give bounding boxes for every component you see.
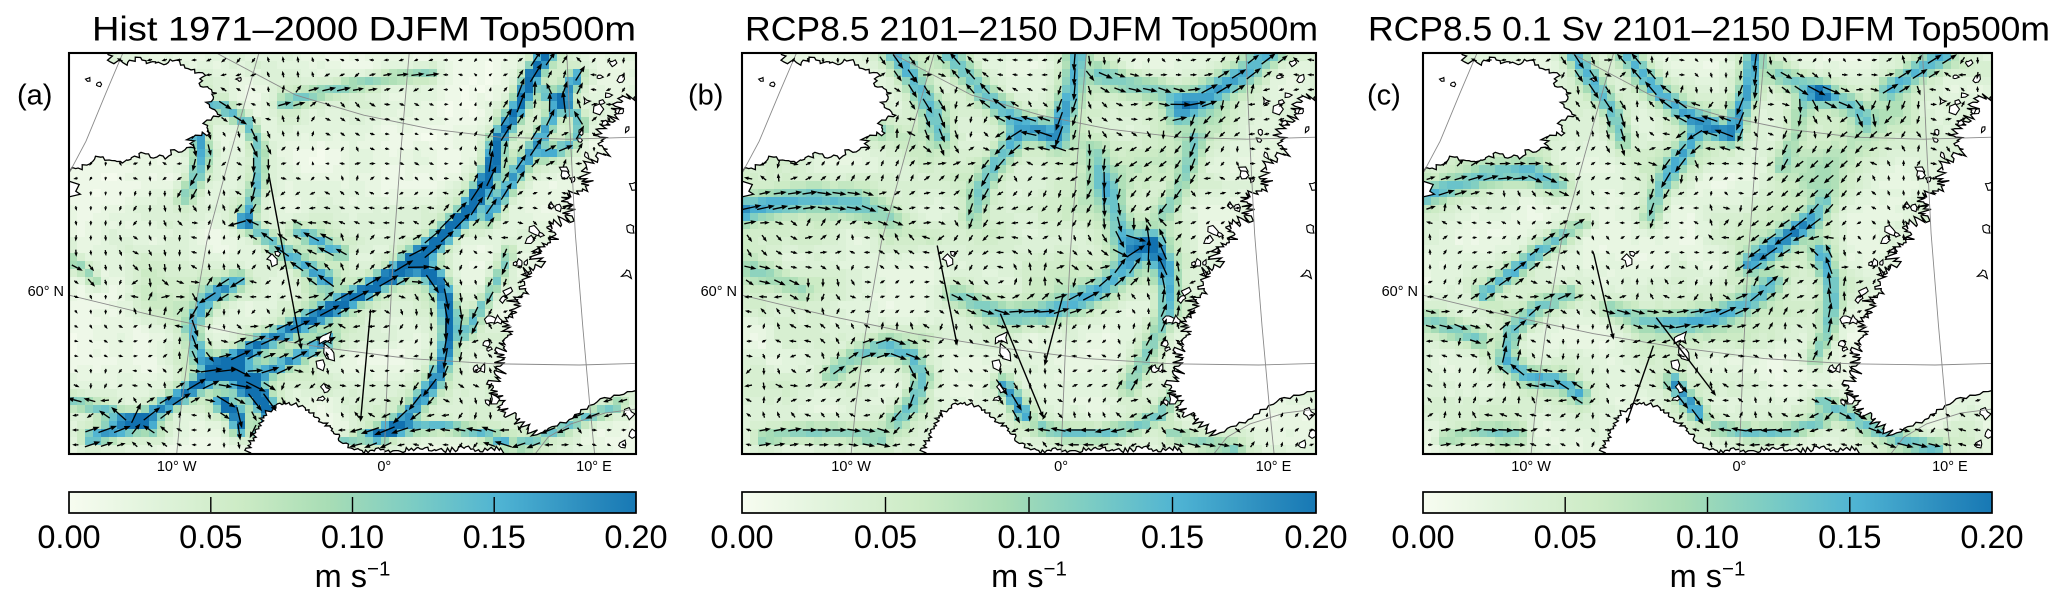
svg-text:10° W: 10° W (157, 459, 197, 475)
svg-text:0.15: 0.15 (463, 519, 526, 555)
svg-text:(a): (a) (17, 80, 52, 112)
svg-text:Hist 1971–2000 DJFM Top500m: Hist 1971–2000 DJFM Top500m (92, 11, 636, 49)
svg-text:60° N: 60° N (1382, 284, 1418, 300)
svg-text:10° E: 10° E (1256, 459, 1292, 475)
svg-text:60° N: 60° N (28, 284, 64, 300)
svg-text:60° N: 60° N (701, 284, 737, 300)
svg-text:(c): (c) (1367, 80, 1401, 112)
svg-text:0.10: 0.10 (321, 519, 384, 555)
svg-text:0.15: 0.15 (1141, 519, 1204, 555)
svg-text:0°: 0° (1054, 459, 1068, 475)
svg-text:10° W: 10° W (831, 459, 871, 475)
svg-text:0.20: 0.20 (1284, 519, 1347, 555)
svg-text:0.20: 0.20 (1960, 519, 2023, 555)
svg-text:0.05: 0.05 (1534, 519, 1597, 555)
svg-text:0.20: 0.20 (604, 519, 667, 555)
svg-text:0.05: 0.05 (854, 519, 917, 555)
svg-text:0.00: 0.00 (37, 519, 100, 555)
svg-text:0.00: 0.00 (710, 519, 773, 555)
svg-text:0.10: 0.10 (997, 519, 1060, 555)
svg-text:(b): (b) (688, 80, 723, 112)
svg-text:RCP8.5 0.1 Sv 2101–2150 DJFM T: RCP8.5 0.1 Sv 2101–2150 DJFM Top500m (1368, 11, 2050, 49)
svg-text:0.10: 0.10 (1676, 519, 1739, 555)
svg-text:m s−1: m s−1 (1670, 558, 1746, 595)
svg-text:RCP8.5 2101–2150 DJFM Top500m: RCP8.5 2101–2150 DJFM Top500m (745, 11, 1318, 49)
svg-text:0.15: 0.15 (1818, 519, 1881, 555)
svg-text:0.00: 0.00 (1391, 519, 1454, 555)
svg-text:0°: 0° (1732, 459, 1746, 475)
svg-text:10° W: 10° W (1511, 459, 1551, 475)
svg-text:10° E: 10° E (1932, 459, 1968, 475)
svg-text:10° E: 10° E (576, 459, 612, 475)
svg-text:0.05: 0.05 (179, 519, 242, 555)
svg-text:0°: 0° (377, 459, 391, 475)
